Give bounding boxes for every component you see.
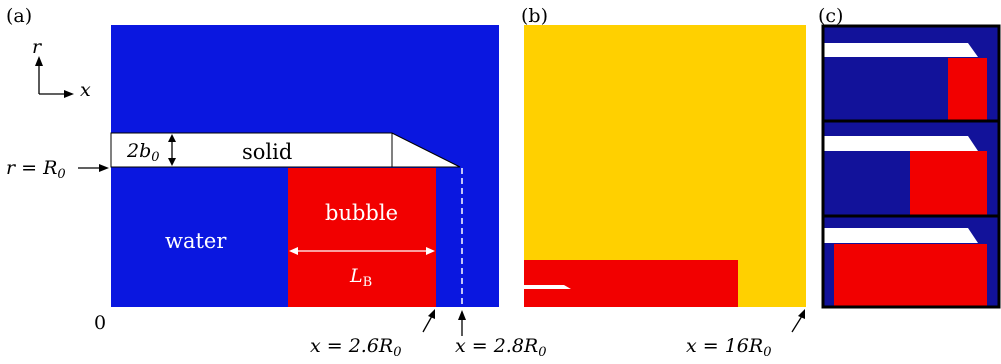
panel-b-label: (b) [521, 5, 548, 27]
bubble-length-annotation: LB [289, 247, 435, 290]
axes-indicator: r x [32, 36, 91, 101]
x-tip-annotation: x = 2.8R0 [455, 310, 547, 360]
bubble-label: bubble [325, 201, 398, 225]
x-domain-annotation: x = 16R0 [686, 309, 805, 360]
bubble-frame-1 [948, 58, 987, 120]
solid-label: solid [242, 140, 292, 164]
panel-b: (b) x = 16R0 [521, 5, 806, 360]
solid-plate-zoomed-out [524, 285, 571, 289]
water-label: water [165, 229, 227, 253]
solid-frame-2 [823, 136, 978, 151]
origin-label: 0 [94, 312, 106, 334]
x-axis-label: x [80, 79, 91, 101]
bubble-region-zoomed-out [524, 260, 738, 307]
panel-c-frame-1 [821, 24, 1001, 123]
r-equals-r0-annotation: r = R0 [6, 157, 109, 182]
bubble-frame-2 [910, 151, 987, 215]
svg-text:2b0: 2b0 [126, 140, 160, 165]
panel-a-label: (a) [6, 5, 32, 27]
panel-c-frame-2 [821, 119, 1001, 218]
thickness-annotation: 2b0 [126, 134, 176, 166]
panel-a: (a) r x r = R0 2b0 solid bubbl [6, 5, 547, 360]
svg-text:LB: LB [349, 265, 372, 290]
svg-text:x = 16R0: x = 16R0 [686, 335, 771, 360]
solid-frame-3 [823, 228, 978, 243]
bubble-region [288, 168, 436, 307]
solid-frame-1 [823, 43, 978, 57]
svg-text:x = 2.8R0: x = 2.8R0 [455, 335, 547, 360]
panel-c-frame-3 [821, 214, 1001, 309]
panel-c: (c) [818, 5, 1001, 309]
svg-text:r = R0: r = R0 [6, 157, 66, 182]
x-bubble-annotation: x = 2.6R0 [310, 309, 435, 360]
panel-c-label: (c) [818, 5, 843, 27]
solid-plate [110, 132, 461, 168]
svg-text:x = 2.6R0: x = 2.6R0 [310, 335, 402, 360]
r-axis-label: r [32, 36, 43, 58]
bubble-frame-3 [834, 244, 987, 306]
